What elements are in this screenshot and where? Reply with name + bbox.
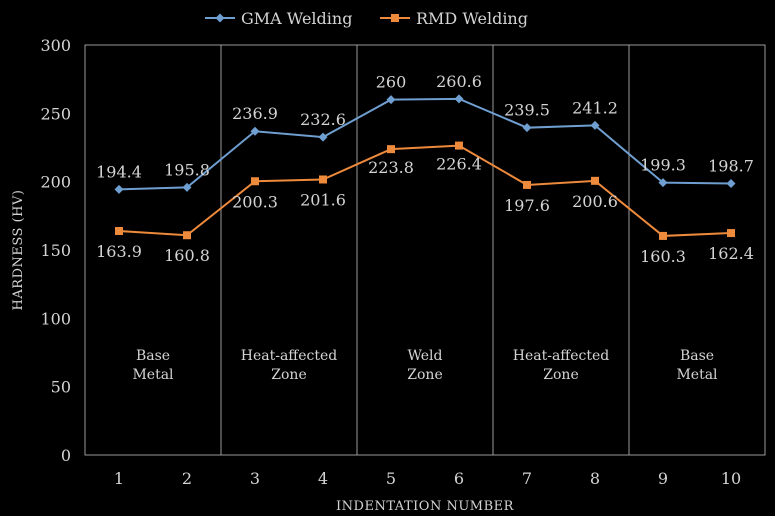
y-tick-label: 150	[40, 241, 71, 260]
zone-label-line: Heat-affected	[241, 348, 338, 364]
x-tick-label: 10	[721, 469, 741, 488]
data-point	[726, 178, 736, 188]
data-label: 260.6	[436, 72, 482, 91]
data-label: 200.3	[232, 192, 278, 211]
zone-label-line: Metal	[676, 367, 718, 383]
data-label: 160.8	[164, 246, 210, 265]
data-label: 199.3	[640, 156, 686, 175]
data-point	[182, 182, 192, 192]
x-tick-label: 8	[590, 469, 600, 488]
x-tick-label: 5	[386, 469, 396, 488]
data-point	[523, 180, 531, 189]
data-point	[659, 231, 667, 240]
y-tick-label: 50	[51, 378, 71, 397]
data-point	[455, 141, 463, 150]
data-label: 201.6	[300, 190, 346, 209]
zone-label-line: Weld	[408, 348, 443, 364]
x-tick-label: 4	[318, 469, 328, 488]
y-tick-label: 100	[40, 309, 71, 328]
x-tick-label: 6	[454, 469, 464, 488]
data-point	[727, 229, 735, 238]
data-label: 163.9	[96, 242, 142, 261]
data-point	[387, 145, 395, 154]
y-axis: 0 50 100 150 200 250 300	[40, 36, 71, 465]
zone-label-line: Metal	[132, 367, 174, 383]
data-point	[183, 231, 191, 240]
zone-label: Heat-affected Zone	[513, 348, 610, 383]
x-axis: 1 2 3 4 5 6 7 8 9 10	[114, 469, 741, 488]
data-label: 241.2	[572, 98, 618, 117]
legend-marker	[391, 14, 399, 22]
zone-label: Weld Zone	[407, 348, 442, 383]
zone-label: Base Metal	[676, 348, 718, 383]
zone-label-line: Base	[680, 348, 714, 364]
zone-label-line: Base	[136, 348, 170, 364]
y-tick-label: 300	[40, 36, 71, 55]
data-label: 162.4	[708, 244, 754, 263]
data-label: 260	[376, 73, 407, 92]
data-point	[386, 95, 396, 105]
legend-label: GMA Welding	[241, 9, 352, 28]
legend-marker	[215, 13, 225, 23]
data-point	[318, 132, 328, 142]
data-point	[590, 120, 600, 130]
data-point	[454, 94, 464, 104]
data-label: 223.8	[368, 158, 414, 177]
zone-label-line: Zone	[271, 367, 306, 383]
x-tick-label: 7	[522, 469, 532, 488]
x-axis-title: INDENTATION NUMBER	[336, 499, 515, 514]
zone-label-line: Heat-affected	[513, 348, 610, 364]
y-tick-label: 250	[40, 104, 71, 123]
data-label: 232.6	[300, 110, 346, 129]
x-tick-label: 9	[658, 469, 668, 488]
y-axis-title: HARDNESS (HV)	[11, 190, 26, 311]
data-label: 197.6	[504, 196, 550, 215]
data-label: 226.4	[436, 155, 482, 174]
data-label: 194.4	[96, 162, 142, 181]
zone-label-line: Zone	[543, 367, 578, 383]
y-tick-label: 0	[61, 446, 71, 465]
zone-label: Heat-affected Zone	[241, 348, 338, 383]
data-point	[319, 175, 327, 184]
series-line-rmd	[118, 144, 732, 237]
series-lines	[114, 94, 736, 240]
x-tick-label: 1	[114, 469, 124, 488]
data-label: 198.7	[708, 156, 754, 175]
data-labels: 194.4 195.8 236.9 232.6 260 260.6 239.5 241.2 19…	[96, 72, 754, 266]
legend-label: RMD Welding	[416, 9, 528, 28]
data-point	[115, 227, 123, 236]
data-label: 200.6	[572, 192, 618, 211]
data-point	[250, 126, 260, 136]
data-label: 239.5	[504, 101, 550, 120]
plot-frame	[84, 44, 766, 456]
data-point	[522, 123, 532, 133]
data-label: 160.3	[640, 247, 686, 266]
zone-label-line: Zone	[407, 367, 442, 383]
data-point	[114, 184, 124, 194]
data-point	[591, 176, 599, 185]
data-label: 236.9	[232, 104, 278, 123]
x-tick-label: 3	[250, 469, 260, 488]
zone-label: Base Metal	[132, 348, 174, 383]
data-label: 195.8	[164, 160, 210, 179]
data-point	[658, 178, 668, 188]
y-tick-label: 200	[40, 173, 71, 192]
legend: GMA Welding RMD Welding	[205, 9, 528, 28]
series-line-gma	[118, 97, 732, 191]
data-point	[251, 177, 259, 186]
plot-area	[84, 44, 766, 456]
x-tick-label: 2	[182, 469, 192, 488]
